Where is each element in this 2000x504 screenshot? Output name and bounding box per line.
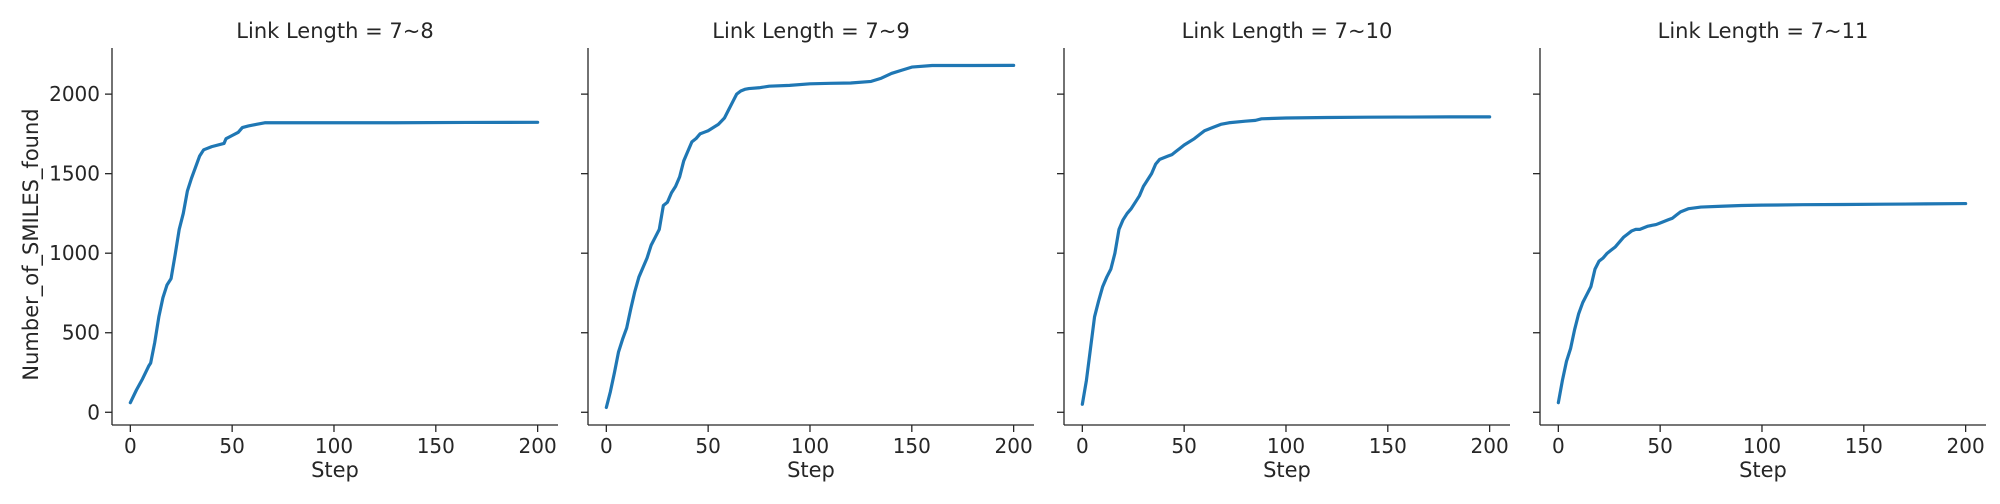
panel-1: Link Length = 7~80 50 100 150 20005001000150… (19, 19, 558, 482)
panel-title: Link Length = 7~11 (1658, 19, 1869, 43)
panel-title: Link Length = 7~10 (1182, 19, 1393, 43)
x-tick-label: 50 (1171, 434, 1196, 458)
series-line (1080, 115, 1492, 406)
x-tick-label: 150 (1845, 434, 1883, 458)
panel-title: Link Length = 7~9 (712, 19, 909, 43)
series-line (1556, 201, 1968, 405)
x-tick-label: 100 (1743, 434, 1781, 458)
panel-3: Link Length = 7~10 0 50 100 150 200 Step (1057, 19, 1510, 482)
x-tick-label: 50 (1647, 434, 1672, 458)
x-tick-label: 0 (1552, 434, 1565, 458)
x-tick-label: 200 (1947, 434, 1985, 458)
series-line (128, 120, 540, 405)
x-tick-label: 50 (695, 434, 720, 458)
x-tick-label: 0 (1076, 434, 1089, 458)
x-tick-label: 200 (995, 434, 1033, 458)
x-axis-label: Step (311, 458, 359, 482)
series-line (604, 63, 1016, 410)
y-axis-label: Number_of_SMILES_found (19, 108, 44, 380)
panel-4: Link Length = 7~11 0 50 100 150 200 Step (1533, 19, 1986, 482)
x-axis-label: Step (787, 458, 835, 482)
x-tick-label: 200 (519, 434, 557, 458)
y-tick-label: 1000 (49, 241, 100, 265)
x-tick-label: 100 (315, 434, 353, 458)
x-tick-label: 150 (893, 434, 931, 458)
x-tick-label: 150 (417, 434, 455, 458)
x-tick-label: 200 (1471, 434, 1509, 458)
y-tick-label: 0 (87, 400, 100, 424)
x-axis-label: Step (1739, 458, 1787, 482)
y-tick-label: 2000 (49, 82, 100, 106)
y-tick-label: 1500 (49, 162, 100, 186)
x-tick-label: 50 (219, 434, 244, 458)
x-tick-label: 100 (1267, 434, 1305, 458)
panel-2: Link Length = 7~9 0 50 100 150 200 Step (581, 19, 1034, 482)
x-tick-label: 100 (791, 434, 829, 458)
x-tick-label: 0 (124, 434, 137, 458)
x-axis-label: Step (1263, 458, 1311, 482)
x-tick-label: 0 (600, 434, 613, 458)
panel-title: Link Length = 7~8 (236, 19, 433, 43)
x-tick-label: 150 (1369, 434, 1407, 458)
y-tick-label: 500 (62, 321, 100, 345)
